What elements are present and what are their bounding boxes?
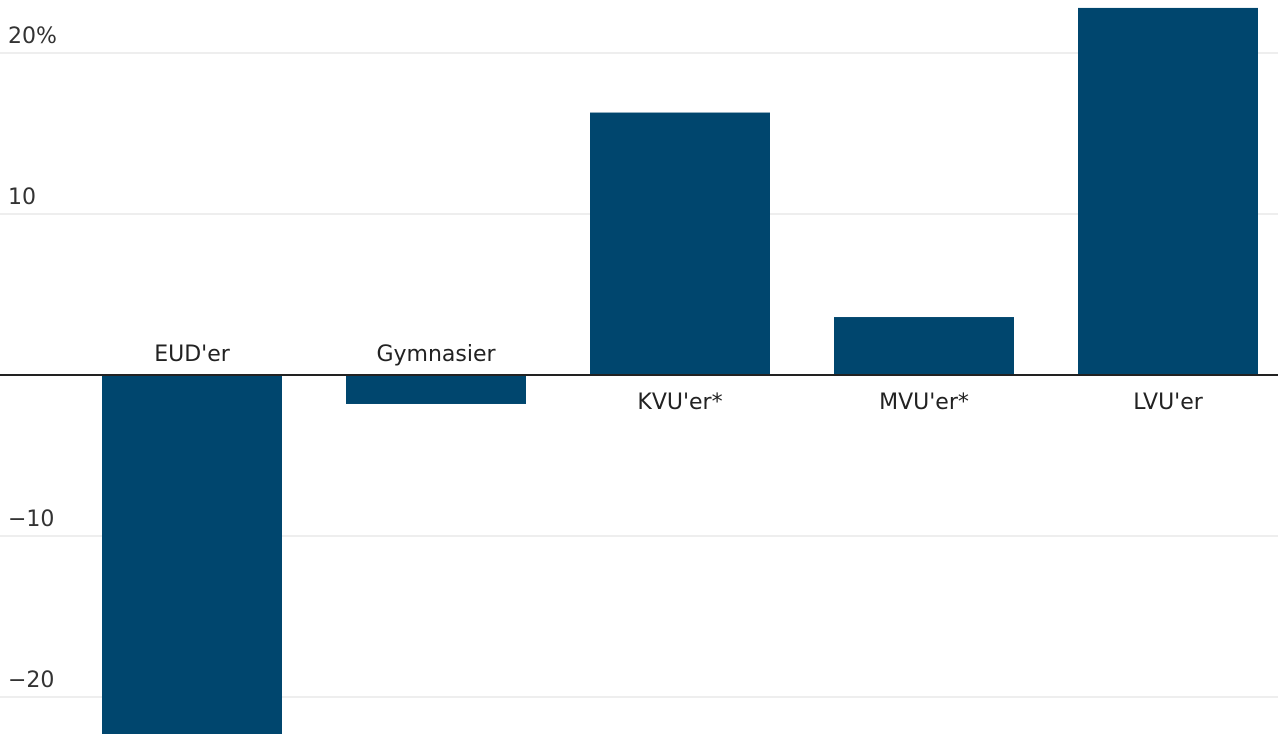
category-label: Gymnasier	[376, 342, 496, 367]
category-label: KVU'er*	[637, 390, 722, 415]
bar	[346, 375, 526, 404]
y-tick-label: 20%	[8, 24, 57, 49]
bar	[102, 375, 282, 734]
category-label: EUD'er	[154, 342, 231, 367]
y-axis-tick-labels: 20% 10 −10 −20	[8, 24, 57, 693]
bar	[1078, 7, 1258, 375]
y-tick-label: 10	[8, 185, 36, 210]
y-tick-label: −20	[8, 668, 54, 693]
bar	[590, 112, 770, 375]
category-labels: EUD'er Gymnasier KVU'er* MVU'er* LVU'er	[154, 342, 1204, 415]
category-label: MVU'er*	[879, 390, 969, 415]
y-tick-label: −10	[8, 507, 54, 532]
category-label: LVU'er	[1133, 390, 1204, 415]
bars	[102, 7, 1258, 734]
bar	[834, 317, 1014, 375]
